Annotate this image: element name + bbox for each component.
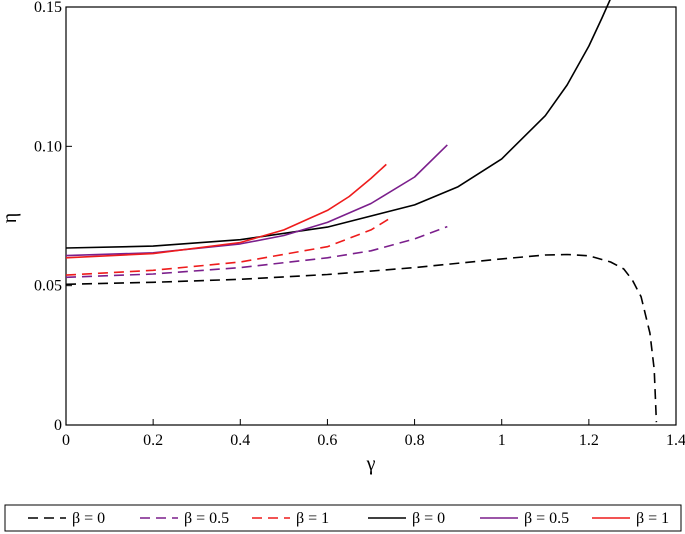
y-axis-ticks: 0 0.05 0.10 0.15 [34,0,72,434]
x-tick-label: 0.6 [317,432,337,449]
series-line-solid-5 [65,163,387,259]
legend-label: β = 0 [412,510,445,527]
series-line-dashed-1 [65,225,448,279]
y-tick-label: 0 [54,417,62,434]
y-tick-label: 0.10 [34,138,62,155]
legend-label: β = 1 [296,510,329,527]
series-line-solid-3 [65,0,611,249]
series-layer [65,0,658,423]
plot-frame [65,6,677,426]
legend: β = 0 β = 0.5 β = 1 β = 0 β = 0.5 β = 1 [4,504,682,532]
series-line-dashed-0 [65,253,658,423]
legend-label: β = 1 [636,510,669,527]
x-axis-ticks: 0 0.2 0.4 0.6 0.8 1 1.2 1.4 [62,419,685,449]
y-axis-label: η [0,213,21,223]
series-line-solid-4 [65,144,448,257]
x-axis-label: γ [366,453,376,475]
x-tick-label: 0.4 [230,432,250,449]
series-line-dashed-2 [65,218,389,276]
x-tick-label: 0.8 [405,432,425,449]
x-tick-label: 0 [62,432,70,449]
y-tick-label: 0.05 [34,278,62,295]
x-tick-label: 0.2 [143,432,163,449]
x-tick-label: 1 [498,432,506,449]
x-tick-label: 1.2 [579,432,599,449]
legend-label: β = 0.5 [524,510,569,527]
y-tick-label: 0.15 [34,0,62,16]
legend-box [4,504,682,532]
legend-label: β = 0.5 [184,510,229,527]
legend-label: β = 0 [72,510,105,527]
x-tick-label: 1.4 [666,432,685,449]
